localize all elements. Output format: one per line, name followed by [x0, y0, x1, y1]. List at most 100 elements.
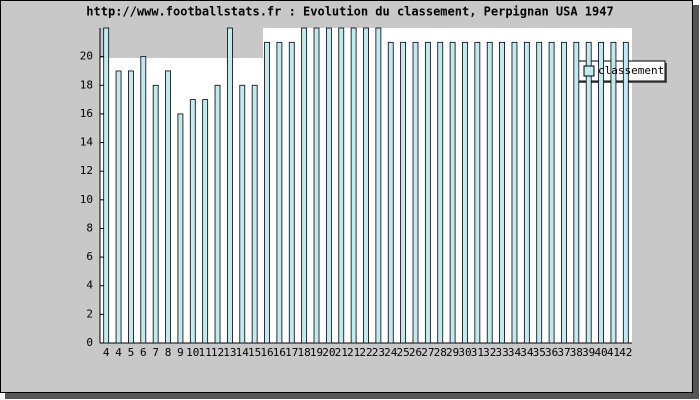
x-tick-label: 8 — [165, 346, 172, 359]
x-tick-label: 30 — [458, 346, 471, 359]
y-tick-label: 8 — [86, 221, 93, 234]
bar — [486, 41, 493, 344]
y-tick-label: 6 — [86, 250, 93, 263]
bar — [412, 41, 419, 344]
x-tick-label: 26 — [409, 346, 422, 359]
bar — [140, 56, 147, 344]
bar — [189, 99, 196, 344]
x-tick-label: 23 — [372, 346, 385, 359]
x-tick-label: 36 — [545, 346, 558, 359]
x-tick-label: 18 — [298, 346, 311, 359]
y-tick-label: 14 — [80, 136, 94, 149]
chart-title: http://www.footballstats.fr : Evolution … — [86, 5, 613, 19]
x-tick-label: 22 — [359, 346, 372, 359]
bar — [548, 41, 555, 344]
x-tick-label: 34 — [520, 346, 534, 359]
x-tick-label: 31 — [471, 346, 484, 359]
x-tick-label: 17 — [285, 346, 298, 359]
bar — [424, 41, 431, 344]
y-tick-label: 12 — [80, 164, 93, 177]
bar — [462, 41, 468, 344]
y-tick-label: 20 — [80, 50, 93, 63]
x-tick-label: 5 — [128, 346, 135, 359]
x-tick-label: 4 — [103, 346, 110, 359]
bar — [128, 70, 134, 344]
bar — [103, 27, 110, 344]
bar — [474, 41, 481, 344]
x-tick-label: 25 — [396, 346, 409, 359]
bar — [523, 41, 530, 344]
bar — [313, 27, 320, 344]
y-tick-label: 16 — [80, 107, 93, 120]
bar — [276, 41, 283, 344]
x-tick-label: 41 — [607, 346, 620, 359]
bar — [536, 41, 543, 344]
bar — [622, 41, 629, 344]
bar — [325, 27, 332, 344]
bar — [227, 27, 233, 344]
bar — [214, 84, 221, 344]
x-tick-label: 14 — [236, 346, 250, 359]
x-tick-label: 32 — [483, 346, 496, 359]
y-tick-label: 4 — [86, 279, 93, 292]
bar — [449, 41, 456, 344]
bar — [598, 41, 604, 344]
bar — [375, 27, 382, 344]
x-tick-label: 21 — [347, 346, 360, 359]
x-tick-label: 10 — [186, 346, 199, 359]
x-tick-label: 42 — [619, 346, 632, 359]
bar — [288, 41, 295, 344]
bar — [251, 84, 258, 344]
x-tick-label: 40 — [594, 346, 607, 359]
bar — [239, 84, 246, 344]
x-tick-label: 37 — [557, 346, 570, 359]
x-tick-label: 20 — [322, 346, 335, 359]
bar — [177, 113, 184, 344]
bar — [152, 84, 159, 344]
x-tick-label: 27 — [421, 346, 434, 359]
x-tick-label: 33 — [495, 346, 508, 359]
legend-label: classement — [598, 64, 664, 77]
x-tick-label: 16 — [273, 346, 286, 359]
x-tick-label: 34 — [508, 346, 522, 359]
bar — [585, 41, 592, 344]
x-tick-label: 4 — [115, 346, 122, 359]
y-tick-label: 0 — [86, 336, 93, 349]
bar — [301, 27, 308, 344]
legend-swatch — [583, 65, 595, 77]
y-tick-label: 2 — [86, 307, 93, 320]
bar — [437, 41, 444, 344]
bar — [561, 41, 567, 344]
bar — [573, 41, 580, 344]
x-tick-label: 29 — [446, 346, 459, 359]
x-tick-label: 39 — [582, 346, 595, 359]
bar — [387, 41, 394, 344]
bar — [350, 27, 357, 344]
x-tick-label: 11 — [199, 346, 212, 359]
bar — [338, 27, 345, 344]
bar — [115, 70, 122, 344]
x-tick-label: 16 — [260, 346, 273, 359]
x-tick-label: 12 — [211, 346, 224, 359]
bar — [165, 70, 171, 344]
y-tick-label: 10 — [80, 193, 93, 206]
x-tick-label: 6 — [140, 346, 147, 359]
bar — [511, 41, 518, 344]
x-tick-label: 7 — [152, 346, 159, 359]
bar — [610, 41, 617, 344]
bar — [363, 27, 369, 344]
bar — [400, 41, 407, 344]
y-tick-label: 18 — [80, 78, 93, 91]
x-tick-label: 19 — [310, 346, 323, 359]
x-tick-label: 28 — [434, 346, 447, 359]
x-tick-label: 38 — [570, 346, 583, 359]
x-tick-label: 9 — [177, 346, 184, 359]
x-tick-label: 13 — [223, 346, 236, 359]
bar — [499, 41, 505, 344]
bar — [202, 99, 209, 344]
x-tick-label: 15 — [248, 346, 261, 359]
x-tick-label: 24 — [384, 346, 398, 359]
x-tick-label: 35 — [533, 346, 546, 359]
bar — [264, 41, 270, 344]
x-tick-label: 21 — [335, 346, 348, 359]
